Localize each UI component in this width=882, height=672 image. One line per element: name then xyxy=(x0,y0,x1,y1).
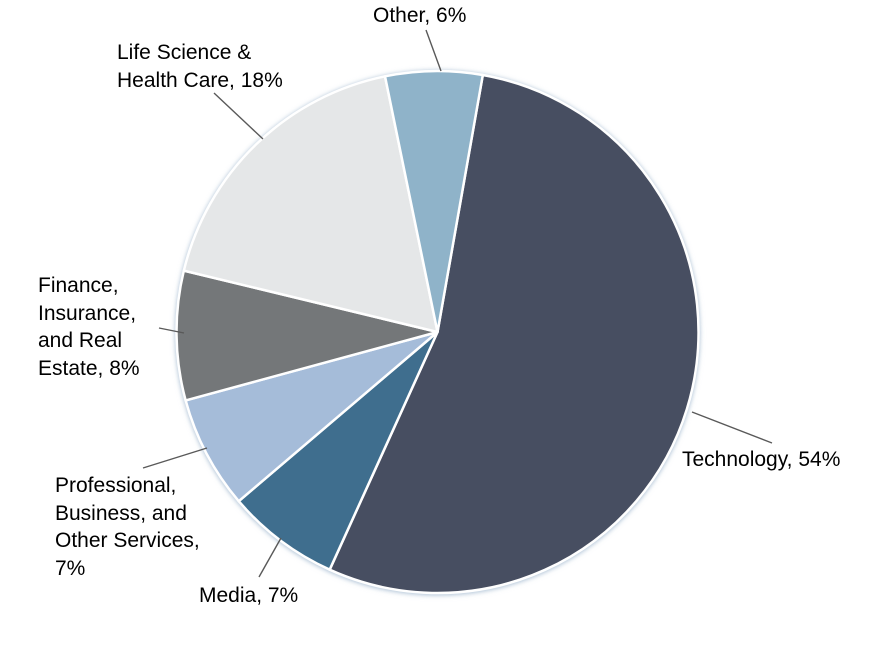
data-label-professional-business-other-services: Professional, Business, and Other Servic… xyxy=(55,474,200,580)
leader-line-life-science-health-care xyxy=(213,92,264,140)
pie-slice-other xyxy=(383,69,485,334)
data-label-life-science-health-care: Life Science & Health Care, 18% xyxy=(117,41,283,92)
pie-slices xyxy=(175,69,700,595)
data-label-media: Media, 7% xyxy=(199,584,299,607)
leader-line-finance-insurance-real-estate xyxy=(158,327,185,334)
leader-line-professional-business-other-services xyxy=(142,447,208,469)
data-label-technology: Technology, 54% xyxy=(682,448,841,471)
pie-slice-technology xyxy=(328,73,700,595)
data-label-other: Other, 6% xyxy=(373,4,467,27)
pie-slice-life-science-health-care xyxy=(182,75,439,334)
leader-lines xyxy=(142,29,773,578)
leader-line-other xyxy=(425,29,442,72)
pie-slice-professional-business-other-services xyxy=(184,330,439,503)
pie-slice-finance-insurance-real-estate xyxy=(175,269,439,402)
pie-slice-media xyxy=(237,330,439,571)
leader-line-technology xyxy=(691,411,773,444)
data-label-finance-insurance-real-estate: Finance, Insurance, and Real Estate, 8% xyxy=(38,274,140,380)
leader-line-media xyxy=(258,537,282,578)
